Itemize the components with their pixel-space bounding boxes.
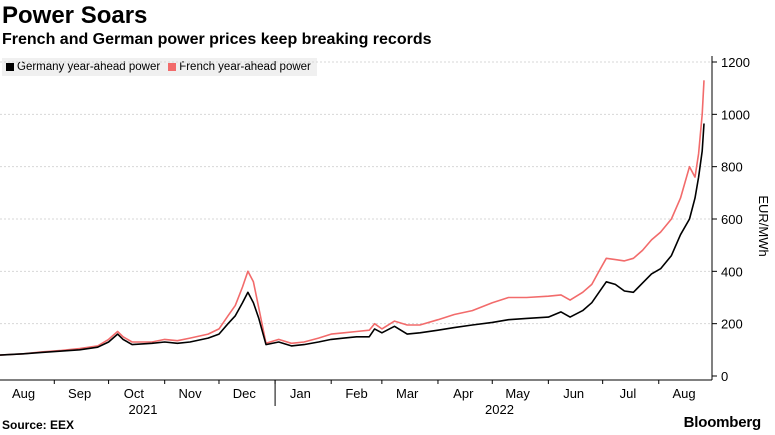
x-tick-label: Jan <box>290 386 311 401</box>
y-tick-label: 800 <box>721 160 743 175</box>
x-year-label: 2022 <box>485 402 514 417</box>
series-layer <box>0 80 705 356</box>
bloomberg-logo: Bloomberg <box>683 414 762 431</box>
legend-swatch-germany <box>6 63 14 71</box>
legend-swatch-france <box>168 63 177 71</box>
chart-subtitle: French and German power prices keep brea… <box>2 31 432 48</box>
y-tick-label: 1200 <box>721 55 750 70</box>
x-tick-label: Mar <box>396 386 419 401</box>
y-tick-label: 1000 <box>721 107 750 122</box>
x-tick-label: Jul <box>620 386 637 401</box>
y-axis-label: EUR/MWh <box>756 195 771 256</box>
y-tick-label: 200 <box>721 317 743 332</box>
france-series-line <box>0 80 705 356</box>
x-tick-label: Feb <box>345 386 367 401</box>
grid-layer <box>0 61 712 325</box>
legend-label-france: French year-ahead power <box>179 61 311 73</box>
x-tick-label: Sep <box>68 386 91 401</box>
chart-title: Power Soars <box>2 2 148 29</box>
legend-item-germany: Germany year-ahead power <box>6 61 160 73</box>
x-tick-label: Dec <box>233 386 257 401</box>
x-tick-label: Nov <box>178 386 202 401</box>
x-tick-label: Jun <box>563 386 584 401</box>
axis-layer: 0 200 400 600 800 1000 1200 Aug Sep Oct Nov Dec Jan F… <box>0 55 750 417</box>
x-tick-label: Aug <box>673 386 696 401</box>
x-tick-label: Apr <box>453 386 474 401</box>
source-note: Source: EEX <box>2 418 75 432</box>
x-tick-label: Oct <box>124 386 145 401</box>
legend-label-germany: Germany year-ahead power <box>17 61 161 73</box>
x-tick-label: Aug <box>12 386 35 401</box>
x-tick-label: May <box>505 386 530 401</box>
germany-series-line <box>0 123 705 356</box>
x-year-label: 2021 <box>129 402 158 417</box>
y-tick-label: 400 <box>721 264 743 279</box>
y-tick-label: 0 <box>721 369 728 384</box>
y-tick-label: 600 <box>721 212 743 227</box>
legend-item-france: French year-ahead power <box>168 61 311 73</box>
